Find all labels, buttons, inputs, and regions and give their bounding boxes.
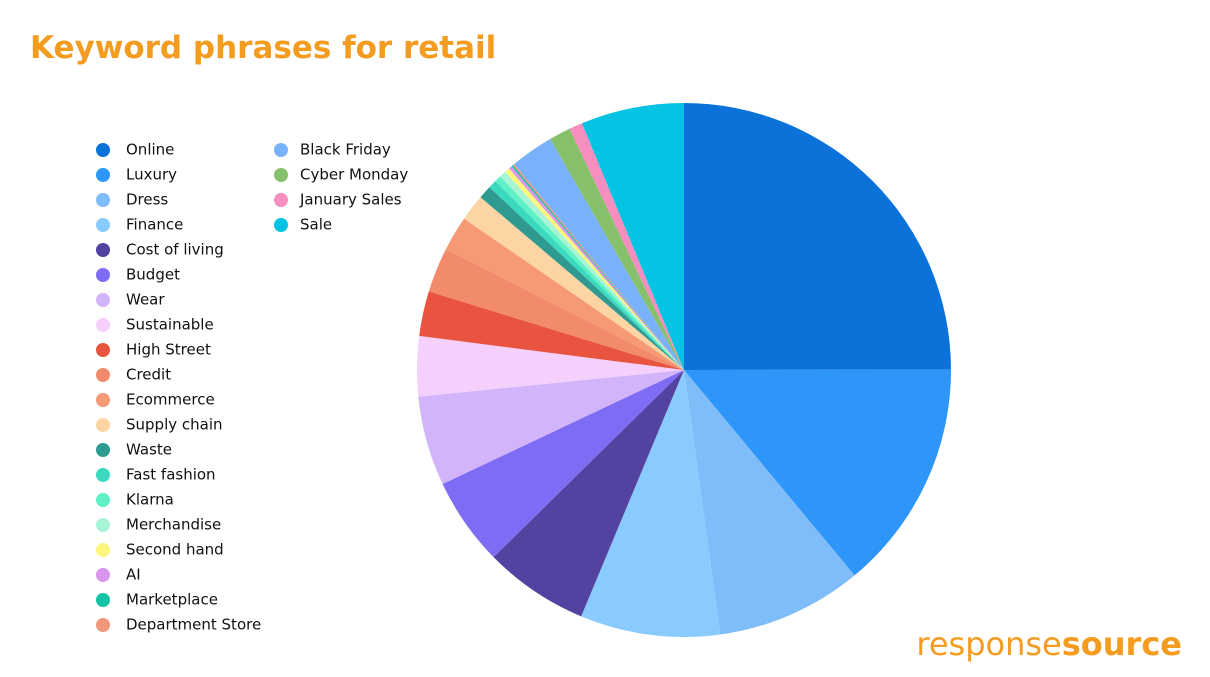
slice xyxy=(445,218,684,370)
slice xyxy=(684,370,855,635)
legend-swatch xyxy=(96,518,110,532)
legend-label: Fast fashion xyxy=(126,466,216,484)
legend-label: Sale xyxy=(300,216,332,234)
legend-label: Klarna xyxy=(126,491,174,509)
legend-swatch xyxy=(96,593,110,607)
legend-swatch xyxy=(96,468,110,482)
legend-swatch xyxy=(274,193,288,207)
slice xyxy=(493,370,684,617)
legend-swatch xyxy=(96,618,110,632)
legend-swatch xyxy=(96,443,110,457)
legend-swatch xyxy=(96,268,110,282)
slice xyxy=(480,187,684,370)
legend-label: Second hand xyxy=(126,541,224,559)
logo-bold: source xyxy=(1062,625,1182,663)
legend-label: Black Friday xyxy=(300,141,391,159)
legend-swatch xyxy=(96,368,110,382)
legend-swatch xyxy=(96,168,110,182)
legend-swatch xyxy=(96,393,110,407)
slice xyxy=(508,166,684,370)
legend-label: Waste xyxy=(126,441,172,459)
legend-label: Ecommerce xyxy=(126,391,215,409)
legend-swatch xyxy=(96,493,110,507)
pie xyxy=(417,103,951,637)
legend-swatch xyxy=(96,543,110,557)
slice xyxy=(495,176,684,370)
legend-label: Finance xyxy=(126,216,183,234)
legend: Online Luxury Dress Finance Cost of living Bu… xyxy=(96,141,408,634)
legend-label: Budget xyxy=(126,266,180,284)
slice xyxy=(514,138,684,370)
legend-swatch xyxy=(96,293,110,307)
legend-label: High Street xyxy=(126,341,211,359)
logo: responsesource xyxy=(916,625,1182,663)
slice xyxy=(428,249,684,370)
legend-label: Cost of living xyxy=(126,241,224,259)
legend-label: January Sales xyxy=(299,191,402,209)
slice xyxy=(417,335,684,397)
slice xyxy=(489,181,684,370)
legend-swatch xyxy=(274,168,288,182)
legend-label: Online xyxy=(126,141,174,159)
legend-swatch xyxy=(96,318,110,332)
logo-light: response xyxy=(916,625,1061,663)
legend-label: Cyber Monday xyxy=(300,166,408,184)
chart-title: Keyword phrases for retail xyxy=(30,30,496,66)
slice xyxy=(581,370,721,637)
legend-label: Sustainable xyxy=(126,316,214,334)
legend-swatch xyxy=(96,343,110,357)
slice xyxy=(550,128,684,370)
slice xyxy=(464,197,684,370)
legend-swatch xyxy=(96,418,110,432)
legend-label: Marketplace xyxy=(126,591,218,609)
legend-swatch xyxy=(96,568,110,582)
slice xyxy=(684,369,951,576)
legend-swatch xyxy=(96,143,110,157)
legend-label: Credit xyxy=(126,366,171,384)
legend-swatch xyxy=(96,243,110,257)
legend-label: AI xyxy=(126,566,141,584)
legend-label: Supply chain xyxy=(126,416,223,434)
legend-swatch xyxy=(274,143,288,157)
slice xyxy=(581,103,684,370)
slice xyxy=(512,164,684,370)
legend-label: Merchandise xyxy=(126,516,221,534)
slice xyxy=(511,165,684,370)
slice xyxy=(442,370,684,558)
legend-label: Wear xyxy=(126,291,165,309)
legend-swatch xyxy=(274,218,288,232)
slice xyxy=(684,103,951,370)
slice xyxy=(505,168,684,370)
legend-label: Department Store xyxy=(126,616,261,634)
legend-label: Luxury xyxy=(126,166,177,184)
slice xyxy=(500,171,684,370)
legend-swatch xyxy=(96,193,110,207)
legend-swatch xyxy=(96,218,110,232)
legend-label: Dress xyxy=(126,191,168,209)
slice xyxy=(419,291,684,370)
slice xyxy=(569,123,684,370)
slice xyxy=(418,370,684,485)
